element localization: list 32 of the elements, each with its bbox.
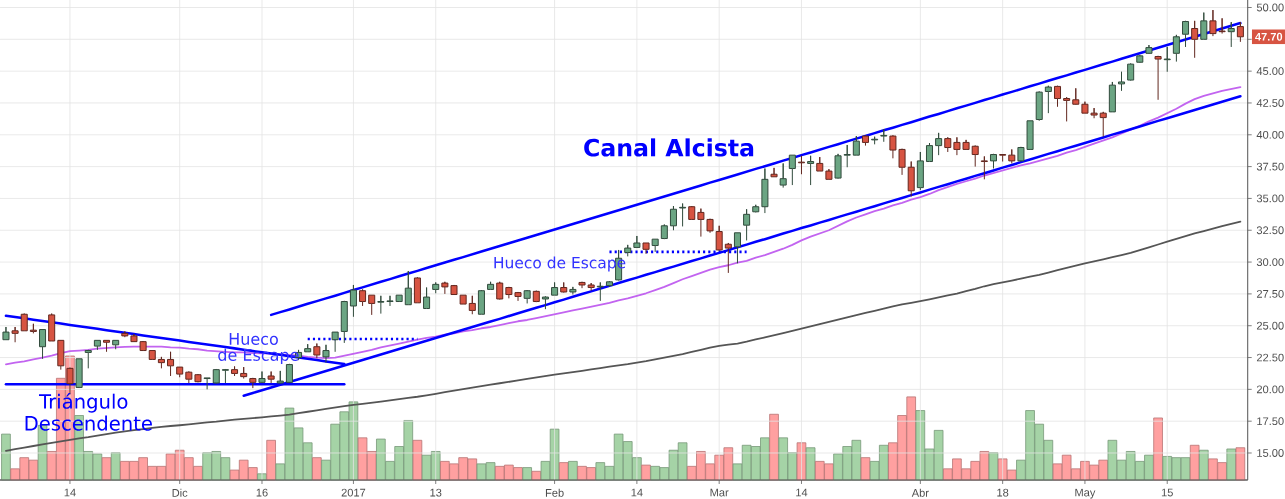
y-tick-label: 45.00 bbox=[1256, 67, 1284, 76]
x-tick-label: Feb bbox=[545, 488, 564, 497]
annotation: Hueco bbox=[229, 333, 278, 345]
y-tick-label: 15.00 bbox=[1257, 449, 1284, 457]
x-tick-label: 13 bbox=[430, 488, 442, 497]
x-tick-label: May bbox=[1075, 488, 1096, 499]
x-tick-label: 14 bbox=[631, 488, 643, 497]
y-tick-label: 22.50 bbox=[1256, 353, 1284, 362]
annotation: Descendente bbox=[25, 415, 152, 431]
y-tick-label: 40.00 bbox=[1256, 130, 1284, 139]
y-tick-label: 50.00 bbox=[1256, 3, 1284, 12]
x-tick-label: 2017 bbox=[341, 488, 366, 497]
y-tick-label: 20.00 bbox=[1256, 385, 1284, 394]
annotation: Triángulo bbox=[38, 392, 128, 413]
y-tick-label: 25.00 bbox=[1256, 321, 1284, 330]
x-tick-label: 18 bbox=[997, 488, 1009, 497]
x-tick-label: Dic bbox=[172, 488, 188, 497]
y-tick-label: 17.50 bbox=[1257, 417, 1284, 426]
y-tick-label: 30.00 bbox=[1256, 258, 1284, 266]
y-tick-label: 32.50 bbox=[1256, 226, 1284, 235]
x-tick-label: 15 bbox=[1161, 488, 1173, 497]
y-tick-label: 42.50 bbox=[1256, 99, 1284, 107]
x-tick-label: 14 bbox=[796, 488, 808, 497]
x-tick-label: 16 bbox=[256, 488, 268, 497]
text: 47.70 bbox=[1255, 32, 1283, 41]
x-tick-label: Mar bbox=[710, 488, 729, 497]
x-tick-label: Abr bbox=[911, 488, 929, 497]
y-tick-label: 27.50 bbox=[1256, 289, 1284, 298]
annotation: Canal Alcista bbox=[584, 138, 754, 157]
y-tick-label: 37.50 bbox=[1256, 162, 1284, 171]
x-tick-label: 14 bbox=[64, 488, 76, 497]
y-tick-label: 35.00 bbox=[1256, 194, 1284, 203]
